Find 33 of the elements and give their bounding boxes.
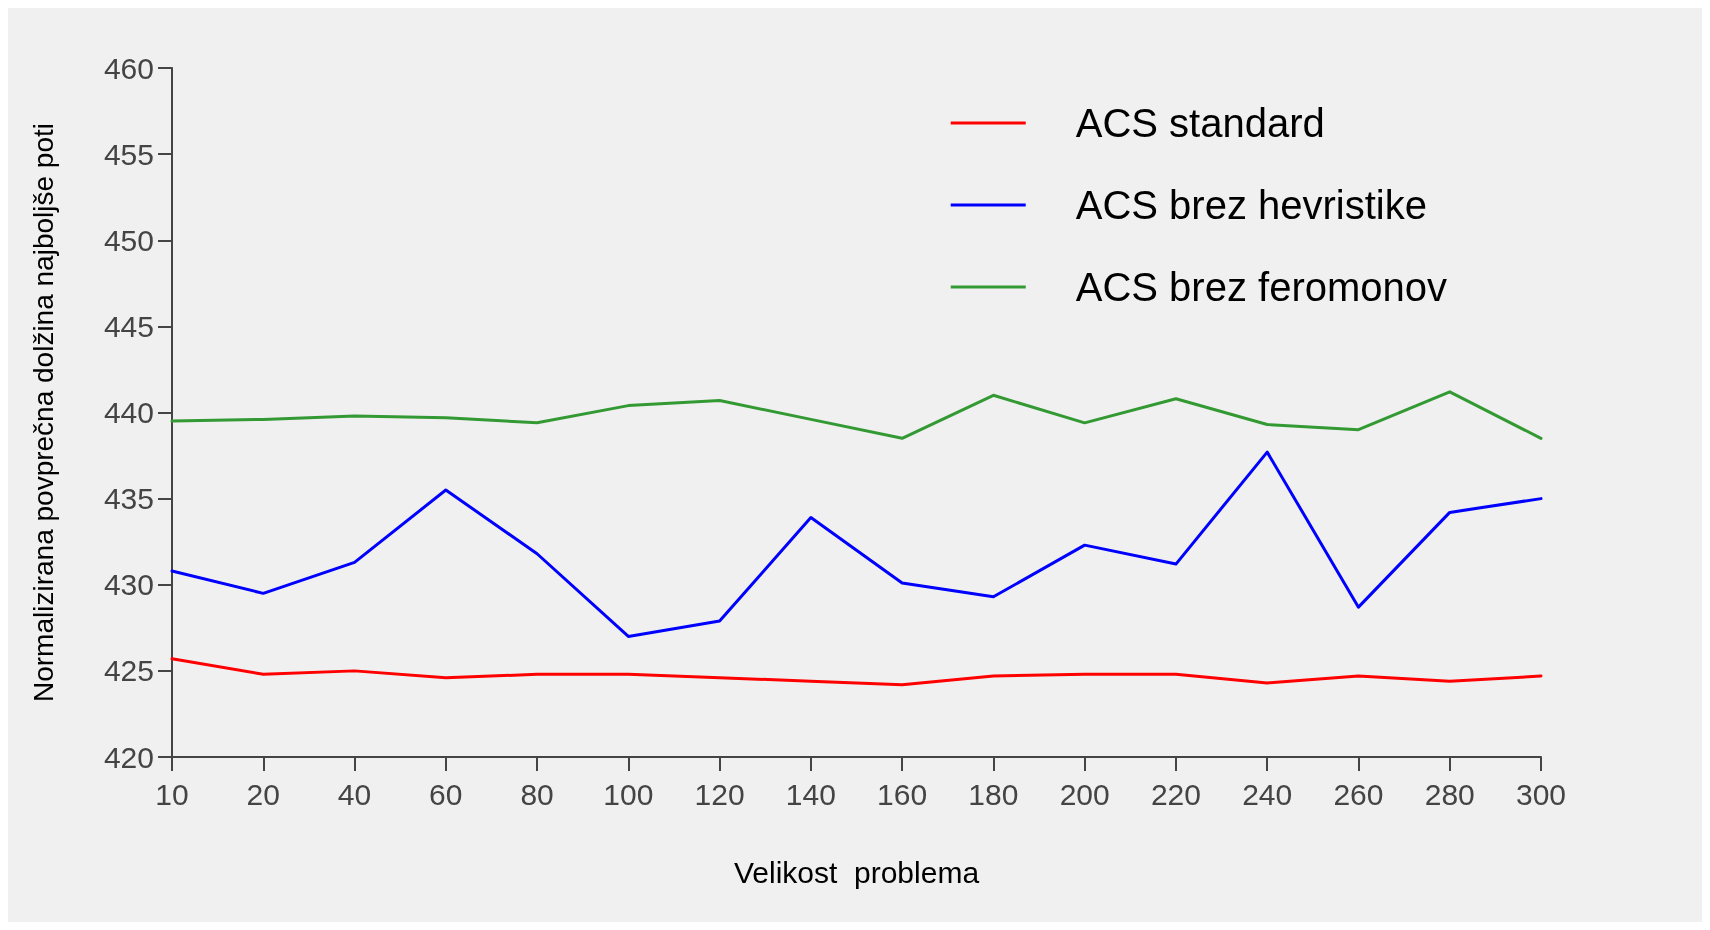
line-series [170,657,1543,687]
y-tick-label: 425 [103,654,154,688]
x-tick-label: 40 [337,777,372,811]
y-axis-title: Normalizirana povprečna dolžina najboljše poti [27,123,59,702]
x-tick-label: 260 [1333,777,1384,811]
line-series [170,390,1543,440]
x-tick-label: 300 [1515,777,1567,811]
legend-label: ACS brez feromonov [1075,265,1448,309]
y-tick-label: 420 [103,740,154,774]
y-tick-label: 440 [103,396,154,429]
y-tick-label: 435 [103,482,154,516]
x-tick-label: 60 [429,777,463,811]
line-series [170,450,1543,638]
x-tick-label: 120 [694,777,745,811]
legend-label: ACS standard [1075,101,1325,145]
x-tick-label: 200 [1059,777,1110,811]
x-tick-label: 280 [1424,777,1475,811]
x-tick-label: 20 [246,777,280,811]
y-tick-label: 445 [103,309,154,343]
x-tick-label: 180 [968,777,1019,811]
x-tick-label: 80 [520,777,554,811]
y-tick-label: 455 [103,137,154,171]
x-axis-title: Velikost problema [733,855,980,889]
x-tick-label: 160 [877,777,928,811]
y-tick-label: 450 [103,223,154,257]
x-tick-label: 220 [1150,777,1201,811]
x-tick-label: 10 [155,777,189,811]
y-tick-label: 430 [103,568,154,602]
y-tick-label: 460 [103,51,154,85]
x-tick-label: 100 [603,777,654,811]
x-tick-label: 240 [1242,777,1293,811]
x-tick-label: 140 [785,777,836,811]
legend-label: ACS brez hevristike [1075,183,1427,227]
